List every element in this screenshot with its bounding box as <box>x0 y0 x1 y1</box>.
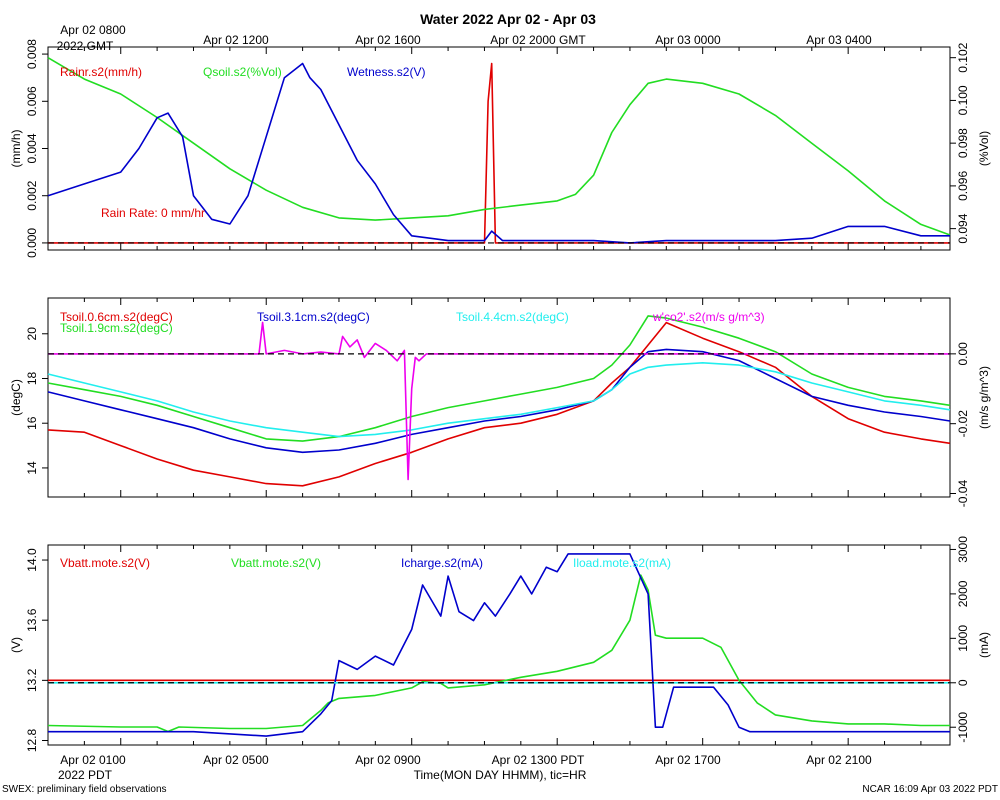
y-axis-title-right: (m/s g/m^3) <box>977 366 991 429</box>
top-axis-label: Apr 03 0400 <box>806 33 872 47</box>
y-axis-title-left: (degC) <box>9 379 23 416</box>
legend-tsoil-1-9: Tsoil.1.9cm.s2(degC) <box>60 321 173 335</box>
y-tick-label-left: 16 <box>25 416 39 430</box>
series-line <box>48 321 950 481</box>
bottom-axis-year-label: 2022 PDT <box>58 768 113 782</box>
panel-battery: 12.8 13.2 13.6 14.0 -1000 0 1000 2000 3000 (V) (mA… <box>9 536 991 752</box>
y-tick-label-left: 14 <box>25 461 39 475</box>
panel-frame <box>47 297 951 498</box>
legend-panel-battery: Vbatt.mote.s2(V) Vbatt.mote.s2(V) Icharg… <box>60 556 671 570</box>
y-tick-label-right: -1000 <box>956 712 970 743</box>
y-tick-label-left: 0.006 <box>25 86 39 116</box>
bottom-axis-label: Apr 02 0900 <box>355 753 421 767</box>
y-axis-title-left: (V) <box>9 637 23 653</box>
series-line <box>47 315 951 442</box>
legend-tsoil-4-4: Tsoil.4.4cm.s2(degC) <box>456 310 569 324</box>
legend-icharge: Icharge.s2(mA) <box>401 556 483 570</box>
series-line <box>47 57 951 236</box>
legend-qsoil: Qsoil.s2(%Vol) <box>203 65 282 79</box>
series-line <box>47 62 950 244</box>
rain-rate-annotation: Rain Rate: 0 mm/hr <box>101 206 205 220</box>
footer-left: SWEX: preliminary field observations <box>2 784 167 795</box>
top-axis-label: Apr 03 0000 <box>655 33 721 47</box>
y-tick-label-left: 0.000 <box>25 228 39 258</box>
legend-vbatt-green: Vbatt.mote.s2(V) <box>231 556 321 570</box>
y-tick-label-right: 2000 <box>956 580 970 607</box>
y-tick-label-right: 0.00 <box>956 342 970 366</box>
y-tick-label-right: 0.100 <box>956 85 970 115</box>
legend-iload: Iload.mote.s2(mA) <box>573 556 671 570</box>
bottom-axis-label: Apr 02 2100 <box>806 753 872 767</box>
top-axis-label: Apr 02 0800 <box>60 23 126 37</box>
bottom-axis-label: Apr 02 0100 <box>60 753 126 767</box>
series-line <box>47 348 951 454</box>
top-axis-label: Apr 02 1200 <box>203 33 269 47</box>
y-axis-title-right: (mA) <box>977 632 991 658</box>
y-tick-label-left: 12.8 <box>25 728 39 752</box>
y-tick-label-right: 3000 <box>956 536 970 563</box>
series-line <box>47 361 951 438</box>
footer-right: NCAR 16:09 Apr 03 2022 PDT <box>862 784 998 795</box>
legend-wetness: Wetness.s2(V) <box>347 65 425 79</box>
series-line <box>47 321 951 487</box>
panel-soil-temperature: 14 16 18 20 -0.04 -0.02 0.00 (degC) (m/s g/m^3) <box>9 297 991 508</box>
legend-tsoil-0-6: Tsoil.0.6cm.s2(degC) <box>60 310 173 324</box>
series-line <box>48 553 950 737</box>
y-axis-title-right: (%Vol) <box>977 131 991 166</box>
legend-tsoil-3-1: Tsoil.3.1cm.s2(degC) <box>257 310 370 324</box>
y-tick-label-right: 0 <box>956 679 970 686</box>
panel-water: 0.000 0.002 0.004 0.006 0.008 0.094 0.096 0.098… <box>9 39 991 258</box>
bottom-axis-label: Apr 02 1700 <box>655 753 721 767</box>
top-axis-label: Apr 02 2000 GMT <box>490 33 586 47</box>
legend-wco2: w'co2'.s2(m/s g/m^3) <box>652 310 765 324</box>
x-axis-title: Time(MON DAY HHMM), tic=HR <box>414 768 587 782</box>
legend-rainr: Rainr.s2(mm/h) <box>60 65 142 79</box>
y-tick-label-left: 0.008 <box>25 39 39 69</box>
y-tick-label-right: -0.02 <box>956 410 970 438</box>
legend-vbatt-red: Vbatt.mote.s2(V) <box>60 556 150 570</box>
y-tick-label-right: 0.094 <box>956 213 970 243</box>
legend-panel-water: Rainr.s2(mm/h) Qsoil.s2(%Vol) Wetness.s2… <box>60 65 425 220</box>
top-axis: Apr 02 0800 Apr 02 1200 Apr 02 1600 Apr … <box>57 23 872 53</box>
y-tick-label-right: 0.102 <box>956 42 970 72</box>
bottom-axis: Apr 02 0100 Apr 02 0500 Apr 02 0900 Apr … <box>58 753 872 782</box>
y-tick-label-left: 0.004 <box>25 133 39 163</box>
y-axis-title-left: (mm/h) <box>9 130 23 168</box>
y-tick-label-right: -0.04 <box>956 480 970 508</box>
top-axis-label: Apr 02 1600 <box>355 33 421 47</box>
panel-frame <box>47 544 951 746</box>
series-line <box>47 574 950 733</box>
bottom-axis-label: Apr 02 0500 <box>203 753 269 767</box>
legend-panel-soil-temperature: Tsoil.0.6cm.s2(degC) Tsoil.1.9cm.s2(degC… <box>60 310 765 335</box>
top-axis-year-label: 2022 GMT <box>57 39 114 53</box>
y-tick-label-left: 18 <box>25 372 39 386</box>
y-tick-label-left: 20 <box>25 327 39 341</box>
bottom-axis-label: Apr 02 1300 PDT <box>492 753 585 767</box>
y-tick-label-right: 0.096 <box>956 171 970 201</box>
y-tick-label-left: 14.0 <box>25 548 39 572</box>
y-tick-label-right: 0.098 <box>956 128 970 158</box>
plot-title: Water 2022 Apr 02 - Apr 03 <box>420 11 596 27</box>
y-tick-label-left: 0.002 <box>25 180 39 210</box>
y-tick-label-right: 1000 <box>956 625 970 652</box>
y-tick-label-left: 13.6 <box>25 608 39 632</box>
y-tick-label-left: 13.2 <box>25 668 39 692</box>
